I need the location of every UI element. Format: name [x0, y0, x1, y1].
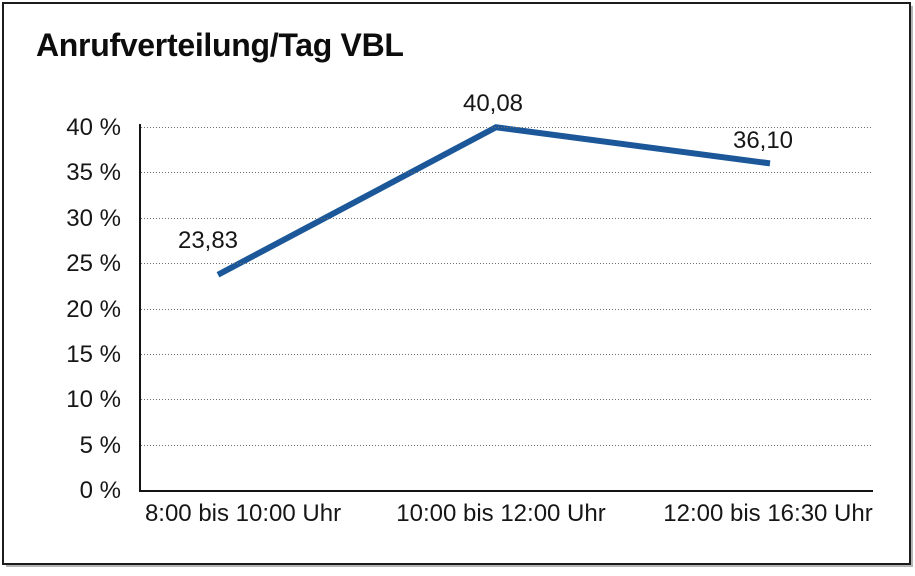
y-tick-label: 5 % — [79, 431, 121, 459]
gridline — [141, 217, 873, 219]
y-tick-label: 20 % — [66, 295, 121, 323]
chart-title: Anrufverteilung/Tag VBL — [36, 27, 404, 63]
y-tick-label: 35 % — [66, 159, 121, 187]
data-point-label: 23,83 — [177, 226, 239, 254]
data-point-label: 40,08 — [462, 90, 524, 118]
gridline — [141, 444, 873, 446]
data-point-label: 36,10 — [732, 127, 794, 155]
x-axis-line — [139, 490, 873, 492]
gridline — [141, 172, 873, 174]
y-tick-label: 40 % — [66, 114, 121, 141]
gridline — [141, 127, 873, 128]
y-tick-label: 10 % — [66, 386, 121, 414]
y-tick-label: 0 % — [79, 477, 121, 504]
chart-frame — [2, 2, 911, 565]
gridline — [141, 308, 873, 310]
y-tick-label: 15 % — [66, 340, 121, 368]
y-axis-line — [139, 124, 141, 492]
y-tick-label: 30 % — [66, 204, 121, 232]
x-category-label: 8:00 bis 10:00 Uhr — [144, 500, 342, 527]
gridline — [141, 353, 873, 355]
gridline — [141, 263, 873, 265]
gridline — [141, 399, 873, 401]
x-category-label: 10:00 bis 12:00 Uhr — [396, 500, 606, 527]
x-category-label: 12:00 bis 16:30 Uhr — [663, 500, 873, 527]
y-tick-label: 25 % — [66, 250, 121, 278]
